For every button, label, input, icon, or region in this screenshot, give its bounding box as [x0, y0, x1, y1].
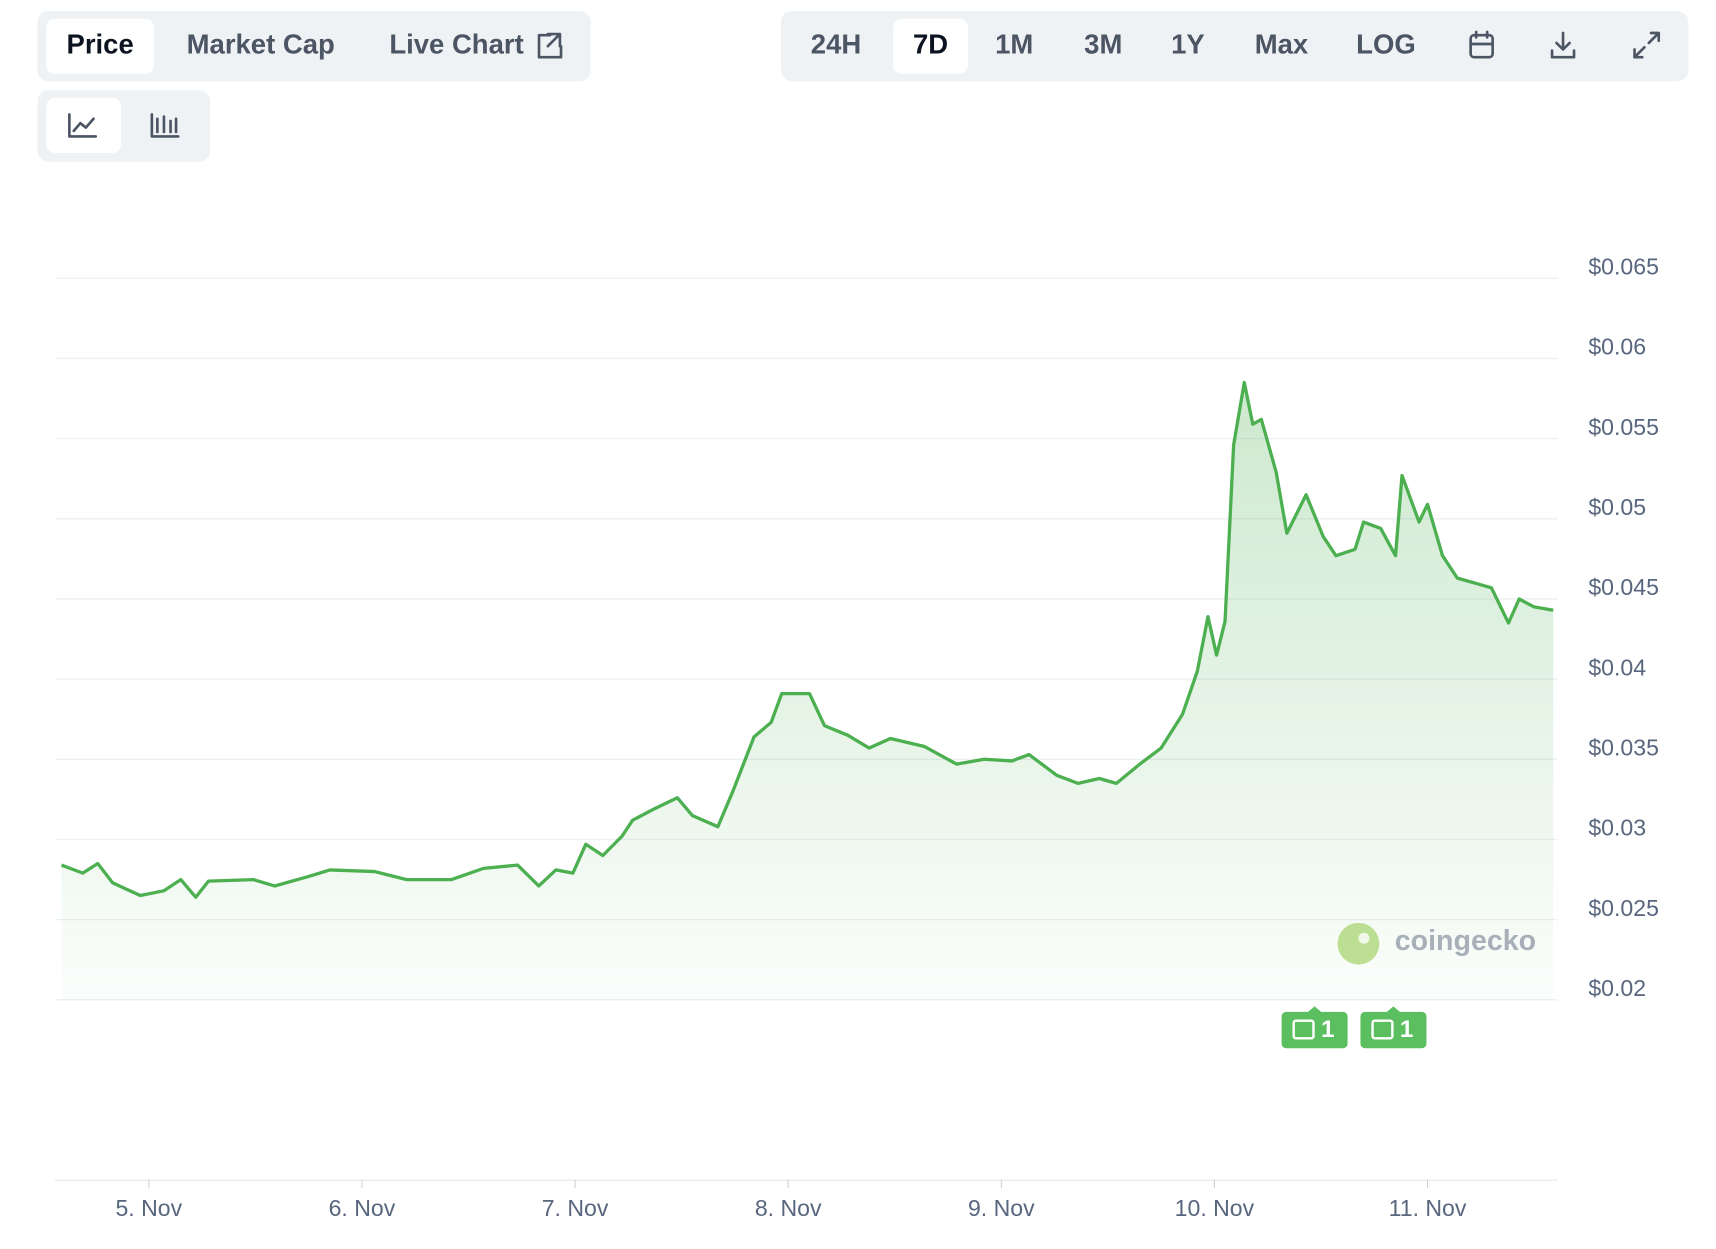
download-icon[interactable]: [1550, 31, 1576, 59]
y-tick-label: $0.04: [1588, 654, 1646, 680]
price-line: [60, 380, 1554, 899]
x-tick-label: 8. Nov: [755, 1195, 822, 1221]
y-tick-label: $0.035: [1588, 735, 1659, 761]
line-chart-icon[interactable]: [68, 113, 98, 138]
y-tick-label: $0.025: [1588, 895, 1659, 921]
x-tick-label: 11. Nov: [1389, 1195, 1467, 1221]
watermark-logo: [1337, 922, 1380, 965]
tab[interactable]: Live Chart: [389, 28, 523, 59]
price-area: [61, 382, 1554, 1000]
y-tick-label: $0.03: [1588, 815, 1646, 841]
y-tick-label: $0.02: [1588, 975, 1646, 1001]
calendar-icon[interactable]: [1469, 30, 1494, 59]
x-tick-label: 5. Nov: [115, 1195, 182, 1221]
y-tick-label: $0.045: [1588, 574, 1659, 600]
range-button[interactable]: LOG: [1356, 28, 1416, 59]
range-button[interactable]: 1M: [995, 28, 1033, 59]
external-link-icon: [537, 32, 563, 59]
fullscreen-icon[interactable]: [1633, 31, 1661, 59]
x-tick-label: 6. Nov: [329, 1195, 396, 1221]
range-button[interactable]: Max: [1255, 28, 1309, 59]
tab-active[interactable]: [46, 18, 155, 74]
watermark: coingecko: [1395, 925, 1536, 957]
tab-group: [37, 10, 591, 82]
news-count: 1: [1321, 1016, 1334, 1043]
y-tick-label: $0.06: [1588, 334, 1646, 360]
tab[interactable]: Price: [67, 28, 134, 59]
news-icon: [1292, 1019, 1315, 1040]
x-tick-label: 9. Nov: [968, 1195, 1035, 1221]
news-icon: [1371, 1019, 1394, 1040]
range-button[interactable]: 1Y: [1171, 28, 1205, 59]
y-tick-label: $0.05: [1588, 494, 1646, 520]
candle-chart-icon[interactable]: [150, 113, 180, 138]
news-count: 1: [1400, 1016, 1413, 1043]
y-tick-label: $0.065: [1588, 253, 1659, 279]
x-tick-label: 7. Nov: [542, 1195, 609, 1221]
range-group: [781, 10, 1689, 82]
y-tick-label: $0.055: [1588, 414, 1659, 440]
tab[interactable]: Market Cap: [187, 28, 335, 59]
watermark-eye: [1358, 932, 1370, 944]
range-button[interactable]: 3M: [1084, 28, 1122, 59]
range-button[interactable]: 24H: [811, 28, 861, 59]
range-active[interactable]: [893, 18, 968, 74]
x-tick-label: 10. Nov: [1175, 1195, 1255, 1221]
range-button[interactable]: 7D: [913, 28, 948, 59]
